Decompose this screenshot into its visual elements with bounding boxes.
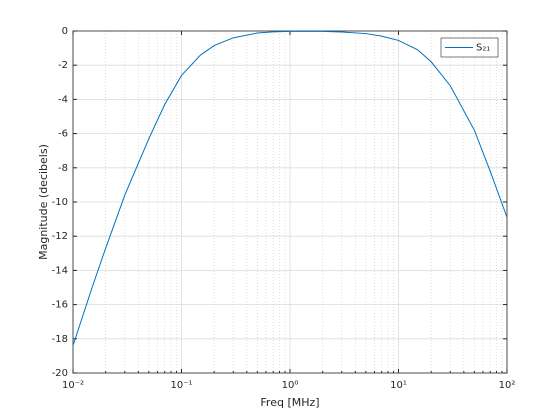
x-tick-label: 10⁻¹ bbox=[170, 380, 192, 391]
x-tick-label: 10⁻² bbox=[62, 380, 84, 391]
y-axis-label: Magnitude (decibels) bbox=[37, 144, 50, 260]
legend-label: S₂₁ bbox=[476, 43, 490, 54]
x-tick-label: 10² bbox=[499, 380, 516, 391]
y-tick-label: -6 bbox=[58, 129, 68, 140]
y-tick-label: -4 bbox=[58, 94, 68, 105]
y-tick-label: -16 bbox=[52, 300, 68, 311]
data-line bbox=[72, 30, 508, 346]
y-tick-label: -14 bbox=[52, 265, 68, 276]
y-tick-label: -8 bbox=[58, 163, 68, 174]
y-tick-label: -10 bbox=[52, 197, 68, 208]
x-tick-label: 10¹ bbox=[390, 380, 407, 391]
x-tick-label: 10⁰ bbox=[282, 380, 299, 391]
x-axis-label: Freq [MHz] bbox=[260, 396, 319, 409]
y-tick-label: -18 bbox=[52, 334, 68, 345]
y-tick-label: 0 bbox=[62, 26, 68, 37]
y-tick-label: -20 bbox=[52, 368, 68, 379]
y-tick-label: -12 bbox=[52, 231, 68, 242]
y-tick-label: -2 bbox=[58, 60, 68, 71]
